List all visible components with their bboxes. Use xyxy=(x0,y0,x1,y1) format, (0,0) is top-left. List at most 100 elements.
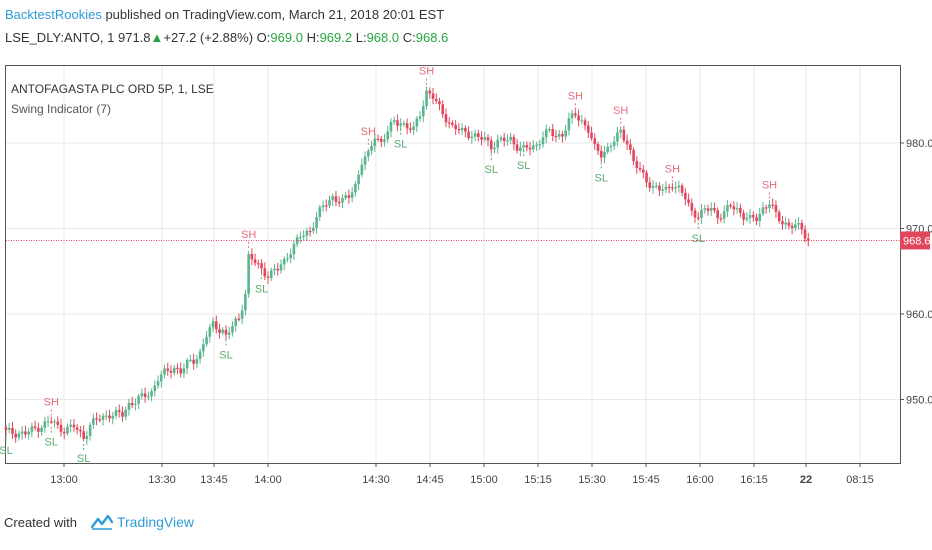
candle-body xyxy=(667,186,671,189)
candle-body xyxy=(684,192,687,200)
candle-body xyxy=(803,229,807,239)
candle-body xyxy=(46,421,50,423)
candle-body xyxy=(441,104,445,115)
candle-body xyxy=(768,204,771,209)
candle-body xyxy=(787,222,791,226)
candle-body xyxy=(719,218,723,220)
tradingview-brand[interactable]: TradingView xyxy=(116,514,195,530)
candle-body xyxy=(66,426,69,434)
swing-low-label: SL xyxy=(219,350,232,362)
up-arrow-icon: ▲ xyxy=(150,30,164,45)
swing-low-label: SL xyxy=(45,437,58,449)
x-tick-label: 14:45 xyxy=(416,474,444,486)
candle-body xyxy=(781,221,784,225)
candle-body xyxy=(464,127,467,132)
candle-body xyxy=(577,115,580,121)
candle-body xyxy=(227,332,231,335)
candle-body xyxy=(548,129,551,131)
candle-body xyxy=(748,214,752,218)
candle-body xyxy=(457,128,461,131)
candle-body xyxy=(72,424,76,428)
swing-low-label: SL xyxy=(517,160,530,172)
candle-body xyxy=(85,435,89,439)
candle-body xyxy=(27,431,30,435)
candle-body xyxy=(53,421,56,423)
candle-body xyxy=(95,418,98,420)
candle-body xyxy=(192,359,195,364)
candle-body xyxy=(496,139,500,148)
candle-body xyxy=(593,138,597,145)
candle-body xyxy=(784,222,787,225)
candle-body xyxy=(379,138,383,142)
x-tick-label: 13:45 xyxy=(200,474,228,486)
candle-body xyxy=(460,127,464,131)
candle-body xyxy=(722,211,726,219)
candle-body xyxy=(62,431,66,434)
candle-body xyxy=(438,101,441,105)
candle-body xyxy=(671,187,674,189)
candle-body xyxy=(4,427,8,430)
candle-body xyxy=(415,118,419,127)
y-tick-label: 980.0 xyxy=(906,138,932,150)
candle-body xyxy=(512,137,516,145)
candle-body xyxy=(179,368,182,374)
candle-body xyxy=(654,185,658,187)
instrument-legend[interactable]: ANTOFAGASTA PLC ORD 5P, 1, LSE xyxy=(11,82,214,96)
candle-body xyxy=(253,259,257,264)
candle-body xyxy=(554,135,558,138)
candle-body xyxy=(648,182,652,188)
candle-body xyxy=(764,207,768,209)
candle-body xyxy=(392,120,396,122)
candle-body xyxy=(396,120,399,126)
candle-body xyxy=(405,123,409,129)
candle-body xyxy=(373,138,377,147)
candle-body xyxy=(709,207,713,211)
candle-body xyxy=(735,207,739,210)
candle-body xyxy=(159,374,163,382)
candle-body xyxy=(532,145,535,150)
x-tick-label: 15:45 xyxy=(632,474,660,486)
time-axis[interactable]: 13:00 13:30 13:45 14:00 14:30 14:45 15:00 15:15… xyxy=(50,463,874,486)
price-chart[interactable]: SH SH SH SH SH SH SH SH SL SL SL SL SL SL SL SL SL SL 950… xyxy=(0,64,932,494)
candle-body xyxy=(40,427,43,432)
candle-body xyxy=(522,145,525,148)
candle-body xyxy=(185,359,189,369)
candle-body xyxy=(30,426,34,432)
candle-body xyxy=(451,122,454,125)
candle-body xyxy=(75,427,79,430)
candle-body xyxy=(696,217,700,219)
candle-body xyxy=(519,147,522,151)
candle-body xyxy=(182,368,186,374)
candle-body xyxy=(758,213,762,221)
candle-body xyxy=(596,144,600,151)
published-line: BacktestRookies published on TradingView… xyxy=(5,7,444,22)
candle-body xyxy=(82,431,85,439)
candle-body xyxy=(409,128,412,130)
candle-body xyxy=(706,208,710,211)
candle-body xyxy=(130,402,134,406)
candle-body xyxy=(447,122,451,124)
candle-body xyxy=(205,336,208,345)
indicator-legend[interactable]: Swing Indicator (7) xyxy=(11,102,112,116)
candle-body xyxy=(509,137,512,141)
candle-body xyxy=(489,140,493,150)
candle-body xyxy=(312,227,315,232)
candle-body xyxy=(218,329,221,333)
publisher-link[interactable]: BacktestRookies xyxy=(5,7,102,22)
candle-body xyxy=(341,198,344,203)
candle-body xyxy=(570,113,574,119)
candle-body xyxy=(693,210,697,218)
candle-body xyxy=(402,123,406,125)
candle-body xyxy=(111,415,115,419)
candle-body xyxy=(234,318,237,326)
candle-body xyxy=(172,367,176,373)
candle-body xyxy=(658,185,661,191)
candle-body xyxy=(771,204,774,206)
candle-body xyxy=(561,134,564,137)
footer: Created with TradingView xyxy=(4,514,194,530)
candle-body xyxy=(189,359,192,362)
candle-body xyxy=(147,396,150,398)
candle-body xyxy=(661,189,665,191)
candle-body xyxy=(645,172,648,183)
